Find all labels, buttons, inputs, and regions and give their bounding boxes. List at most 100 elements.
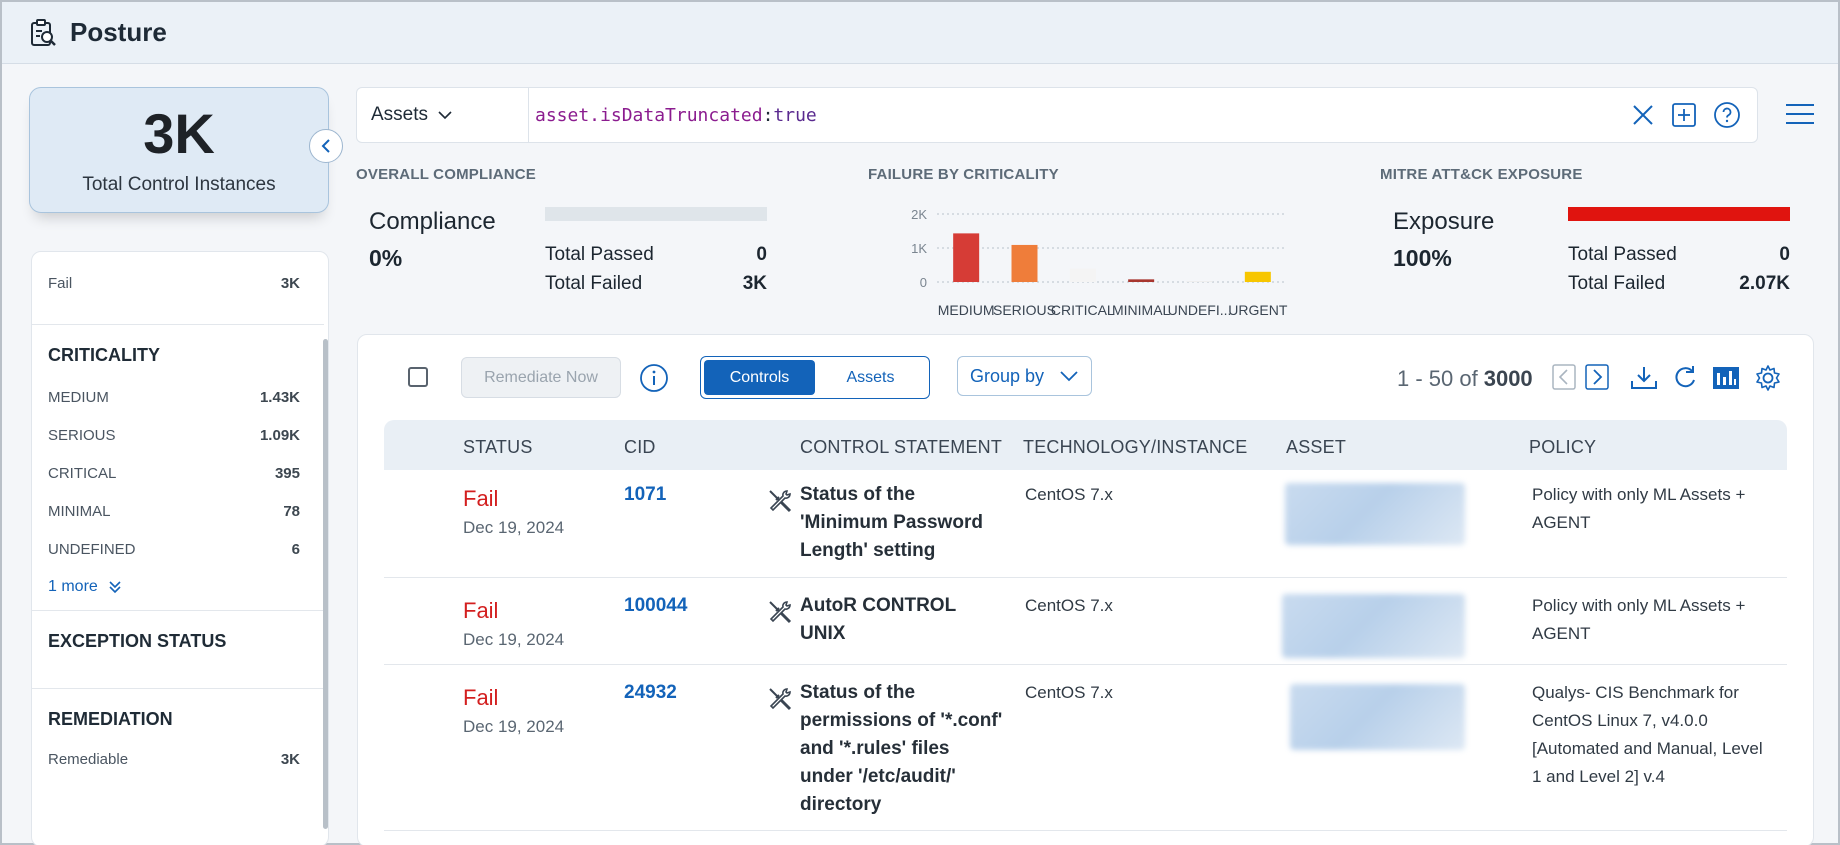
chart-ytick-label: 0 xyxy=(920,275,927,290)
control-statement[interactable]: Status of the 'Minimum Password Length' … xyxy=(800,484,983,561)
chart-view-icon[interactable] xyxy=(1712,365,1740,391)
status-date: Dec 19, 2024 xyxy=(463,717,565,736)
column-header-cid[interactable]: CID xyxy=(624,437,656,457)
pagination-info: 1 - 50 of 3000 xyxy=(1397,366,1533,392)
hamburger-menu-icon[interactable] xyxy=(1786,103,1814,125)
facet-remediable[interactable]: Remediable 3K xyxy=(32,740,328,778)
next-page-icon[interactable] xyxy=(1585,364,1609,390)
facet-fail[interactable]: Fail 3K xyxy=(32,264,328,302)
collapse-panel-button[interactable] xyxy=(309,129,343,163)
search-scope-label: Assets xyxy=(371,104,429,125)
mitre-exposure-heading: MITRE ATT&CK EXPOSURE xyxy=(1380,166,1583,183)
chart-category-label: URGENT xyxy=(1228,302,1288,318)
overall-compliance-heading: OVERALL COMPLIANCE xyxy=(356,166,536,183)
cid-link[interactable]: 24932 xyxy=(624,682,677,703)
cid-link[interactable]: 1071 xyxy=(624,484,667,505)
chart-category-label: MEDIUM xyxy=(938,302,995,318)
chart-bar xyxy=(953,233,980,282)
settings-gear-icon[interactable] xyxy=(1754,364,1782,392)
query-separator: : xyxy=(762,104,774,126)
compliance-failed-label: Total Failed xyxy=(545,273,643,294)
technology-instance: CentOS 7.x xyxy=(1025,596,1113,615)
row-divider xyxy=(384,664,1787,665)
status-value: Fail xyxy=(463,685,499,710)
exposure-label: Exposure xyxy=(1393,208,1495,235)
remediate-now-button[interactable]: Remediate Now xyxy=(461,357,621,398)
compliance-passed-value: 0 xyxy=(756,244,767,265)
exposure-value: 100% xyxy=(1393,245,1452,271)
column-header-technology[interactable]: TECHNOLOGY/INSTANCE xyxy=(1023,437,1248,457)
column-header-asset[interactable]: ASSET xyxy=(1286,437,1347,457)
chevron-left-icon xyxy=(321,139,330,153)
info-icon[interactable] xyxy=(639,363,669,393)
status-value: Fail xyxy=(463,486,499,511)
asset-redacted[interactable] xyxy=(1285,483,1465,545)
clear-search-icon[interactable] xyxy=(1631,103,1655,127)
policy-name[interactable]: Qualys- CIS Benchmark for CentOS Linux 7… xyxy=(1532,683,1763,786)
row-divider xyxy=(384,830,1787,831)
facet-label: CRITICAL xyxy=(48,464,117,482)
exception-status-heading[interactable]: EXCEPTION STATUS xyxy=(48,631,227,651)
facet-label: MINIMAL xyxy=(48,502,111,520)
refresh-icon[interactable] xyxy=(1672,365,1698,391)
facet-count: 3K xyxy=(280,274,300,292)
chart-ytick-label: 2K xyxy=(911,207,927,222)
facet-criticality-serious[interactable]: SERIOUS 1.09K xyxy=(32,416,328,454)
control-statement[interactable]: AutoR CONTROL UNIX xyxy=(800,595,956,644)
control-statement[interactable]: Status of the permissions of '*.conf' an… xyxy=(800,682,1003,815)
facet-criticality-medium[interactable]: MEDIUM 1.43K xyxy=(32,378,328,416)
facet-criticality-minimal[interactable]: MINIMAL 78 xyxy=(32,492,328,530)
show-more-link[interactable]: 1 more xyxy=(32,578,328,596)
exposure-failed-label: Total Failed xyxy=(1568,273,1666,294)
exposure-progress-bar xyxy=(1568,207,1790,221)
facet-count: 78 xyxy=(283,502,300,520)
chart-category-label: CRITICAL xyxy=(1051,302,1115,318)
status-value: Fail xyxy=(463,598,499,623)
table-row-status: Fail Dec 19, 2024 xyxy=(463,486,564,538)
chevron-down-icon xyxy=(1060,371,1078,382)
prev-page-icon[interactable] xyxy=(1552,364,1576,390)
status-date: Dec 19, 2024 xyxy=(463,518,565,537)
facet-criticality-critical[interactable]: CRITICAL 395 xyxy=(32,454,328,492)
facets-scrollbar[interactable] xyxy=(323,339,328,829)
asset-redacted[interactable] xyxy=(1290,684,1465,750)
download-icon[interactable] xyxy=(1630,365,1658,391)
chevron-down-icon xyxy=(438,111,452,120)
row-divider xyxy=(384,577,1787,578)
chart-bar xyxy=(1244,271,1271,282)
failure-by-criticality-heading: FAILURE BY CRITICALITY xyxy=(868,166,1059,183)
facet-label: MEDIUM xyxy=(48,388,109,406)
cid-link[interactable]: 100044 xyxy=(624,595,688,616)
group-by-dropdown[interactable]: Group by xyxy=(957,356,1092,396)
policy-name[interactable]: Policy with only ML Assets + AGENT xyxy=(1532,485,1746,532)
column-header-control-statement[interactable]: CONTROL STATEMENT xyxy=(800,437,1003,457)
compliance-progress-bar xyxy=(545,207,767,221)
exposure-passed-label: Total Passed xyxy=(1568,244,1677,265)
table-row-status: Fail Dec 19, 2024 xyxy=(463,598,564,650)
policy-name[interactable]: Policy with only ML Assets + AGENT xyxy=(1532,596,1746,643)
tab-assets[interactable]: Assets xyxy=(846,368,895,386)
pagination-range: 1 - 50 of xyxy=(1397,366,1478,391)
wrench-screwdriver-icon xyxy=(769,688,792,711)
column-header-status[interactable]: STATUS xyxy=(463,437,533,457)
tab-controls[interactable]: Controls xyxy=(704,360,815,395)
facet-label: Fail xyxy=(48,274,73,292)
asset-redacted[interactable] xyxy=(1282,594,1465,658)
select-all-checkbox[interactable] xyxy=(408,367,428,387)
add-filter-icon[interactable] xyxy=(1671,102,1697,128)
kpi-value: 3K xyxy=(143,102,215,165)
search-scope-dropdown[interactable]: Assets xyxy=(357,88,529,142)
help-icon[interactable] xyxy=(1713,101,1741,129)
search-input[interactable]: asset.isDataTruncated:true xyxy=(529,105,1631,126)
column-header-policy[interactable]: POLICY xyxy=(1529,437,1597,457)
chart-bar xyxy=(1128,279,1155,282)
kpi-label: Total Control Instances xyxy=(82,174,276,195)
compliance-passed-label: Total Passed xyxy=(545,244,654,265)
clipboard-search-icon xyxy=(31,18,56,46)
double-chevron-down-icon xyxy=(109,581,121,594)
chart-category-label: MINIMAL xyxy=(1112,302,1171,318)
facet-criticality-undefined[interactable]: UNDEFINED 6 xyxy=(32,530,328,568)
compliance-value: 0% xyxy=(369,245,403,271)
remediation-heading: REMEDIATION xyxy=(48,709,173,729)
facet-count: 1.43K xyxy=(259,388,300,406)
